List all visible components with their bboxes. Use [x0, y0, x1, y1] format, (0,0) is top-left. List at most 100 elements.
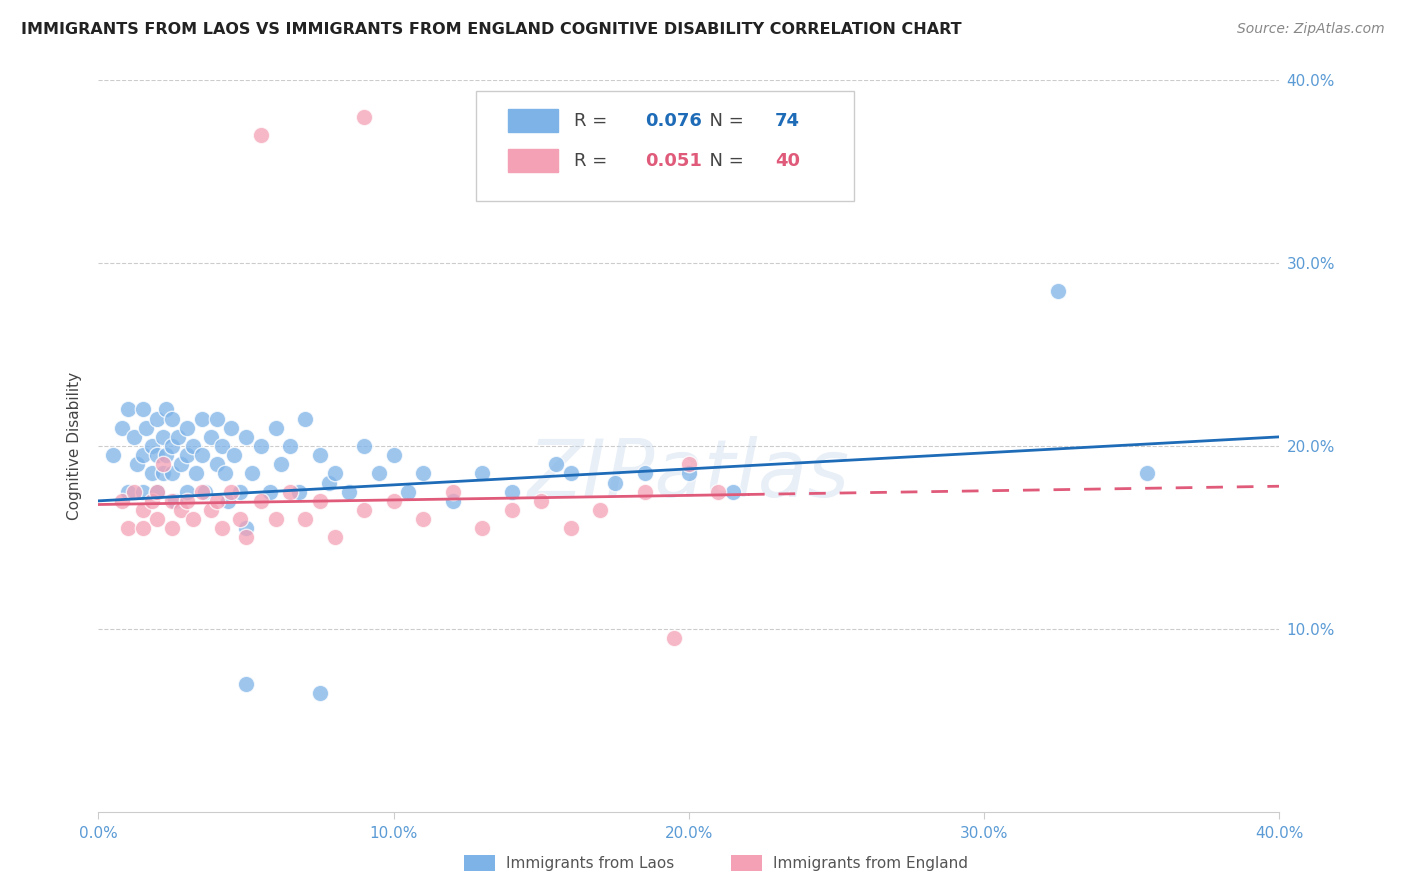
Point: [339, 484, 360, 499]
Point: [235, 521, 257, 535]
Point: [318, 475, 340, 490]
Point: [162, 493, 183, 508]
Point: [194, 484, 217, 499]
Point: [353, 503, 375, 517]
Point: [200, 430, 222, 444]
Text: R =: R =: [575, 152, 613, 169]
Point: [323, 530, 346, 544]
Point: [224, 448, 246, 462]
Text: IMMIGRANTS FROM LAOS VS IMMIGRANTS FROM ENGLAND COGNITIVE DISABILITY CORRELATION: IMMIGRANTS FROM LAOS VS IMMIGRANTS FROM …: [21, 22, 962, 37]
Point: [146, 484, 169, 499]
Text: ZIPatlas: ZIPatlas: [527, 436, 851, 515]
Point: [278, 484, 302, 499]
Point: [132, 503, 155, 517]
Point: [560, 467, 582, 481]
Point: [162, 411, 183, 425]
Point: [211, 439, 233, 453]
Point: [723, 484, 745, 499]
Point: [560, 521, 582, 535]
Point: [200, 503, 222, 517]
Point: [219, 421, 242, 435]
Point: [165, 493, 187, 508]
Point: [152, 467, 174, 481]
Y-axis label: Cognitive Disability: Cognitive Disability: [67, 372, 83, 520]
Point: [117, 521, 139, 535]
Point: [235, 430, 257, 444]
Point: [471, 467, 494, 481]
Point: [170, 503, 193, 517]
Point: [589, 503, 612, 517]
Text: 40: 40: [775, 152, 800, 169]
Point: [707, 484, 730, 499]
Point: [205, 458, 228, 472]
Point: [122, 484, 145, 499]
Point: [191, 448, 214, 462]
Point: [530, 493, 553, 508]
Point: [205, 411, 228, 425]
Point: [146, 411, 169, 425]
Text: Immigrants from Laos: Immigrants from Laos: [506, 856, 675, 871]
Point: [264, 512, 287, 526]
Point: [270, 458, 292, 472]
Point: [122, 430, 145, 444]
Point: [117, 484, 139, 499]
Point: [176, 493, 198, 508]
FancyBboxPatch shape: [508, 149, 558, 172]
Point: [181, 512, 204, 526]
Point: [103, 448, 125, 462]
Text: Source: ZipAtlas.com: Source: ZipAtlas.com: [1237, 22, 1385, 37]
FancyBboxPatch shape: [477, 91, 855, 201]
Point: [162, 467, 183, 481]
Point: [250, 128, 273, 143]
Point: [176, 448, 198, 462]
Point: [170, 458, 193, 472]
Point: [229, 512, 252, 526]
Point: [117, 402, 139, 417]
Point: [501, 503, 523, 517]
Text: R =: R =: [575, 112, 613, 129]
Point: [1135, 467, 1157, 481]
Point: [111, 493, 134, 508]
Point: [678, 467, 700, 481]
Point: [132, 448, 155, 462]
Point: [146, 512, 169, 526]
Point: [382, 448, 405, 462]
Point: [294, 512, 316, 526]
Point: [368, 467, 391, 481]
Point: [219, 484, 242, 499]
Point: [141, 493, 163, 508]
Point: [132, 484, 155, 499]
Text: N =: N =: [699, 152, 749, 169]
Point: [250, 493, 273, 508]
Text: Immigrants from England: Immigrants from England: [773, 856, 969, 871]
Point: [155, 448, 177, 462]
Point: [132, 402, 155, 417]
Point: [441, 484, 464, 499]
Point: [309, 448, 332, 462]
Point: [162, 439, 183, 453]
FancyBboxPatch shape: [508, 109, 558, 132]
Point: [235, 530, 257, 544]
Point: [396, 484, 419, 499]
Text: 74: 74: [775, 112, 800, 129]
Point: [309, 686, 332, 700]
Point: [605, 475, 627, 490]
Point: [546, 458, 568, 472]
Point: [176, 484, 198, 499]
Point: [214, 467, 236, 481]
Point: [471, 521, 494, 535]
Point: [235, 676, 257, 690]
Point: [184, 467, 207, 481]
Point: [217, 493, 239, 508]
Point: [229, 484, 252, 499]
Point: [111, 421, 134, 435]
Point: [167, 430, 190, 444]
Point: [412, 512, 434, 526]
Point: [155, 402, 177, 417]
Point: [176, 421, 198, 435]
Point: [501, 484, 523, 499]
Text: 0.076: 0.076: [645, 112, 702, 129]
Text: 0.051: 0.051: [645, 152, 702, 169]
Point: [294, 411, 316, 425]
Point: [353, 439, 375, 453]
